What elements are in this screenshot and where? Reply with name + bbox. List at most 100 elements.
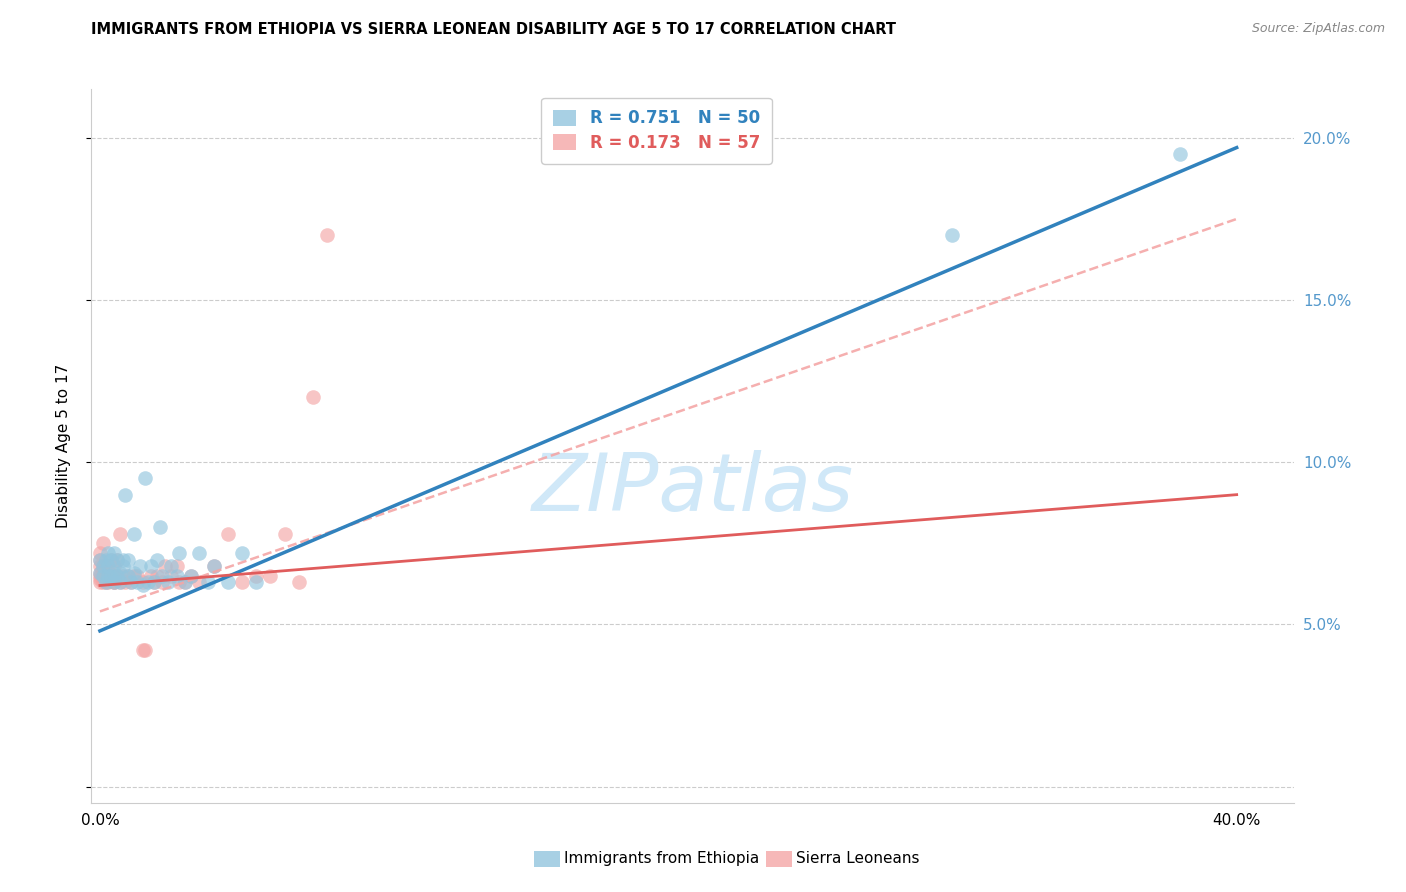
Point [108,575,131,590]
Point [89,566,111,580]
Point [231,546,253,560]
Point [89,559,111,574]
Y-axis label: Disability Age 5 to 17: Disability Age 5 to 17 [56,364,70,528]
Point [188,575,211,590]
Point [1168,147,1191,161]
Point [108,575,131,590]
Point [105,568,128,582]
Point [259,568,281,582]
Point [134,643,156,657]
Point [202,559,225,574]
Point [245,568,267,582]
Point [217,526,239,541]
Point [157,575,180,590]
Point [91,568,114,582]
Text: Immigrants from Ethiopia: Immigrants from Ethiopia [564,852,759,866]
Point [174,575,197,590]
Point [160,568,183,582]
Text: Source: ZipAtlas.com: Source: ZipAtlas.com [1251,22,1385,36]
Point [128,559,150,574]
Point [94,559,117,574]
Point [197,575,219,590]
Point [89,572,111,586]
Legend: R = 0.751   N = 50, R = 0.173   N = 57: R = 0.751 N = 50, R = 0.173 N = 57 [541,97,772,163]
Point [108,526,131,541]
Point [134,471,156,485]
Point [94,568,117,582]
Point [122,568,145,582]
Point [114,488,136,502]
Point [120,575,142,590]
Point [125,575,148,590]
Point [302,390,325,404]
Point [139,559,162,574]
Text: IMMIGRANTS FROM ETHIOPIA VS SIERRA LEONEAN DISABILITY AGE 5 TO 17 CORRELATION CH: IMMIGRANTS FROM ETHIOPIA VS SIERRA LEONE… [91,22,897,37]
Point [94,575,117,590]
Point [117,552,139,566]
Point [97,546,120,560]
Point [125,568,148,582]
Point [152,575,174,590]
Point [111,568,134,582]
Point [94,552,117,566]
Point [105,552,128,566]
Point [89,568,111,582]
Point [89,575,111,590]
Point [111,559,134,574]
Point [288,575,311,590]
Point [202,559,225,574]
Point [136,575,159,590]
Point [91,568,114,582]
Point [166,568,188,582]
Point [97,559,120,574]
Point [169,546,191,560]
Point [103,559,125,574]
Point [142,575,165,590]
Point [103,568,125,582]
Point [91,536,114,550]
Point [217,575,239,590]
Point [94,575,117,590]
Text: Sierra Leoneans: Sierra Leoneans [796,852,920,866]
Point [316,228,339,243]
Point [180,568,202,582]
Point [152,568,174,582]
Point [122,526,145,541]
Point [174,575,197,590]
Point [160,559,183,574]
Point [114,575,136,590]
Point [155,559,177,574]
Point [103,575,125,590]
Point [100,568,122,582]
Point [103,575,125,590]
Point [188,546,211,560]
Point [89,552,111,566]
Point [91,559,114,574]
Point [97,568,120,582]
Text: ZIPatlas: ZIPatlas [531,450,853,528]
Point [89,552,111,566]
Point [100,552,122,566]
Point [103,546,125,560]
Point [103,575,125,590]
Point [180,568,202,582]
Point [149,520,172,534]
Point [273,526,295,541]
Point [89,566,111,580]
Point [103,566,125,580]
Point [139,568,162,582]
Point [105,552,128,566]
Point [91,575,114,590]
Point [231,575,253,590]
Point [117,568,139,582]
Point [941,228,963,243]
Point [117,568,139,582]
Point [91,562,114,576]
Point [131,575,153,590]
Point [111,552,134,566]
Point [100,568,122,582]
Point [89,546,111,560]
Point [131,578,153,592]
Point [97,568,120,582]
Point [145,552,167,566]
